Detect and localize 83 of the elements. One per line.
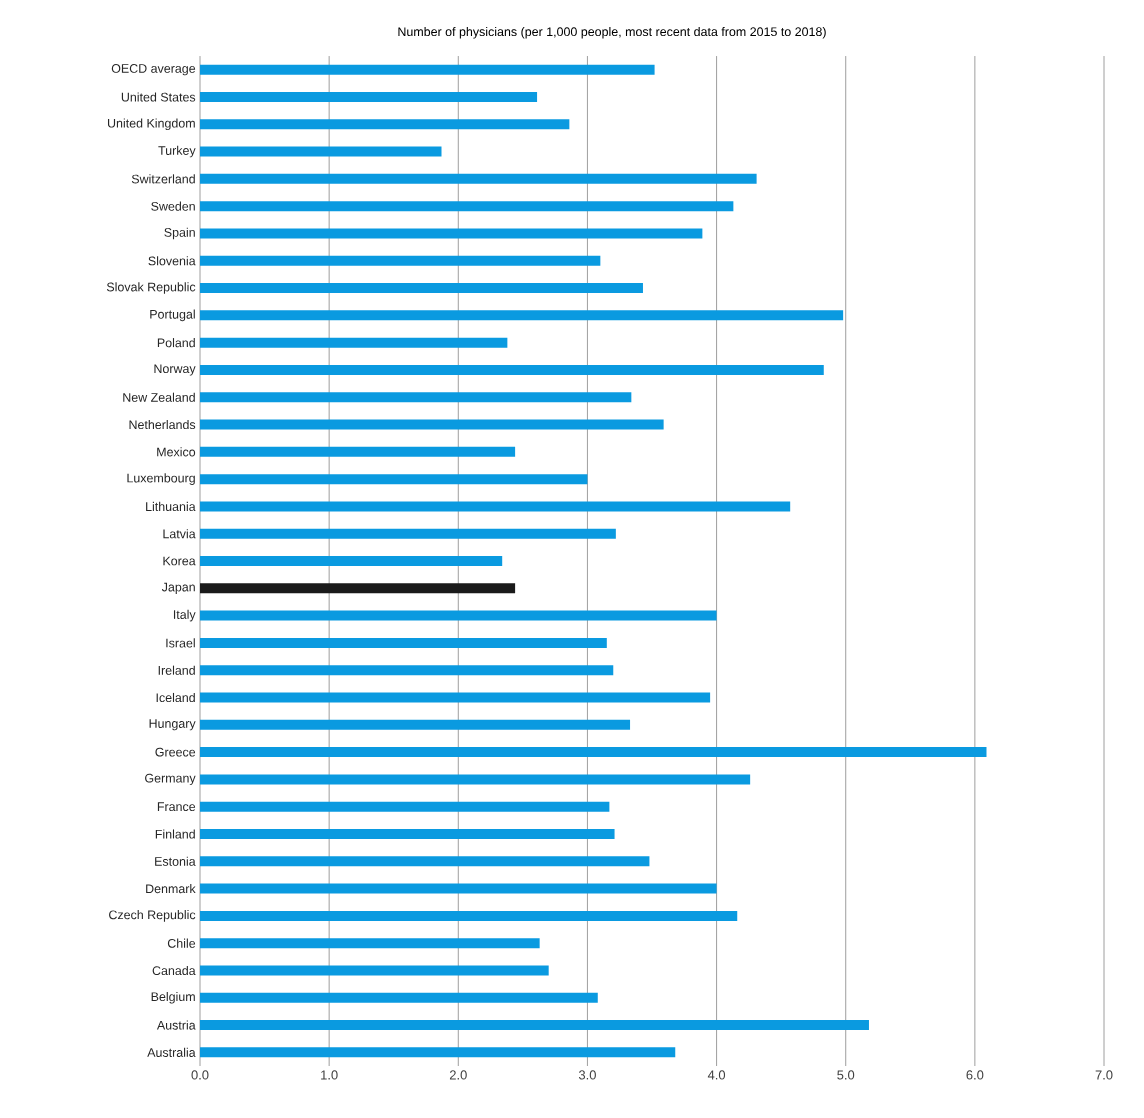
y-tick-label: Israel (166, 638, 195, 648)
y-tick-label: Sweden (151, 201, 195, 211)
y-tick-label: Ireland (158, 665, 195, 675)
y-tick-label: Czech Republic (109, 910, 196, 922)
y-tick-label: Finland (155, 829, 195, 839)
bar (200, 992, 598, 1003)
y-tick-label: United States (121, 92, 196, 102)
y-tick-label: New Zealand (123, 392, 195, 402)
y-tick-label: Australia (147, 1047, 196, 1057)
y-tick-label: Belgium (151, 991, 195, 1004)
y-tick-label: Canada (152, 965, 196, 976)
bar (200, 938, 540, 949)
bar (200, 1020, 869, 1031)
y-tick-label: Germany (145, 773, 196, 786)
y-tick-label: Hungary (149, 719, 196, 731)
bar (200, 719, 631, 730)
x-tick-label: 6.0 (966, 1070, 984, 1080)
bar (200, 828, 615, 839)
y-tick-label: Lithuania (146, 501, 196, 512)
bar (200, 228, 703, 239)
bar (200, 419, 664, 430)
bar (200, 665, 614, 676)
y-tick-label: Portugal (150, 309, 195, 322)
bar (200, 310, 844, 321)
bar (200, 119, 570, 130)
y-tick-label: Mexico (157, 447, 196, 457)
y-tick-label: Norway (154, 364, 196, 376)
bar (200, 556, 503, 567)
bar (200, 283, 643, 294)
bar (200, 910, 738, 921)
y-tick-label: Poland (157, 338, 195, 348)
bar (200, 528, 616, 539)
y-tick-label: Latvia (163, 529, 196, 539)
y-tick-label: France (157, 802, 196, 812)
y-tick-label: Chile (167, 938, 196, 948)
y-tick-label: United Kingdom (108, 118, 195, 131)
bar (200, 501, 791, 512)
x-tick-label: 5.0 (837, 1070, 855, 1080)
bar (200, 146, 442, 157)
x-tick-label: 1.0 (321, 1070, 338, 1080)
bar (200, 337, 508, 348)
bar (200, 201, 734, 212)
bar (200, 637, 607, 648)
y-tick-label: Estonia (155, 856, 196, 866)
bar (200, 801, 610, 812)
bar (200, 392, 632, 403)
y-tick-label: Japan (161, 582, 195, 594)
x-tick-label: 3.0 (578, 1070, 596, 1080)
bar (200, 610, 717, 621)
bar (200, 255, 601, 266)
bar (200, 474, 588, 485)
bar (200, 1047, 676, 1058)
y-tick-label: Korea (163, 556, 196, 566)
bar (200, 883, 717, 894)
bar (200, 91, 538, 102)
bar (200, 856, 650, 867)
y-tick-label: Netherlands (129, 419, 196, 430)
bar (200, 965, 549, 976)
bar (200, 364, 824, 375)
y-tick-label: Iceland (156, 692, 195, 703)
y-tick-label: Luxembourg (127, 473, 195, 485)
y-tick-label: Italy (173, 609, 196, 622)
y-tick-label: OECD average (111, 64, 196, 76)
y-tick-label: Switzerland (131, 174, 195, 184)
y-tick-label: Spain (164, 227, 195, 240)
chart-title: Number of physicians (per 1,000 people, most recent data from 2015 to 2018) (398, 26, 826, 39)
bar (200, 747, 987, 758)
x-tick-label: 4.0 (707, 1070, 726, 1080)
x-tick-label: 7.0 (1095, 1070, 1113, 1080)
bar (200, 173, 757, 184)
x-tick-label: 0.0 (191, 1070, 209, 1080)
bar (200, 583, 516, 594)
x-tick-label: 2.0 (449, 1070, 467, 1080)
y-tick-label: Greece (155, 747, 196, 757)
y-tick-label: Slovenia (148, 256, 196, 266)
y-tick-label: Turkey (158, 145, 196, 158)
bar (200, 692, 711, 703)
y-tick-label: Slovak Republic (106, 282, 196, 294)
y-tick-label: Denmark (146, 884, 196, 894)
y-tick-label: Austria (156, 1020, 196, 1030)
bar (200, 446, 516, 457)
bar (200, 64, 655, 75)
bar (200, 774, 751, 785)
